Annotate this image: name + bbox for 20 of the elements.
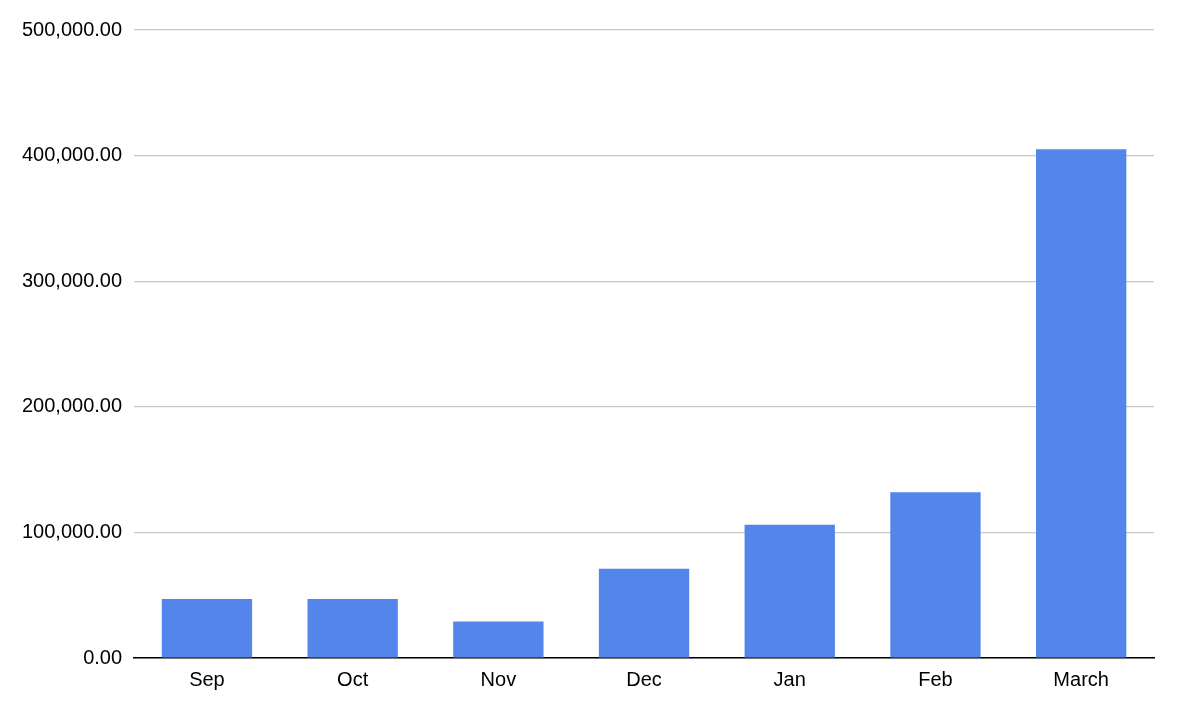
- bar: [161, 598, 253, 658]
- x-tick-label: Feb: [918, 667, 953, 690]
- x-tick-label: Oct: [337, 667, 369, 690]
- bar: [890, 492, 981, 658]
- y-tick-label: 200,000.00: [21, 394, 123, 417]
- bar: [1035, 149, 1127, 658]
- x-tick-label: Sep: [189, 667, 225, 690]
- y-tick-label: 300,000.00: [21, 268, 123, 291]
- y-tick-label: 400,000.00: [21, 143, 123, 166]
- x-tick-label: Jan: [773, 667, 806, 690]
- x-tick-label: Nov: [480, 667, 517, 690]
- y-tick-label: 0.00: [83, 645, 123, 668]
- bar: [598, 568, 690, 658]
- y-tick-label: 500,000.00: [21, 17, 123, 40]
- bar: [453, 621, 544, 658]
- x-tick-label: March: [1053, 667, 1109, 690]
- bar: [307, 598, 398, 658]
- x-tick-label: Dec: [626, 667, 662, 690]
- y-tick-label: 100,000.00: [21, 519, 123, 542]
- bar: [744, 524, 835, 658]
